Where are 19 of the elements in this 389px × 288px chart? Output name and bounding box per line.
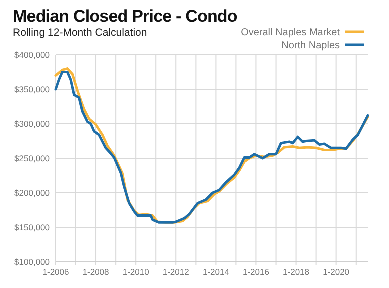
y-tick-label: $250,000 [14,153,50,164]
y-tick-label: $200,000 [14,188,50,198]
x-tick-label: 1-2012 [162,267,190,277]
y-tick-label: $150,000 [14,222,50,232]
x-tick-label: 1-2014 [202,267,230,277]
legend-label: Overall Naples Market [241,28,340,38]
legend-label: North Naples [282,40,340,52]
x-tick-label: 1-2006 [42,267,70,277]
chart-title: Median Closed Price - Condo [13,7,238,26]
chart-subtitle: Rolling 12-Month Calculation [13,27,148,39]
y-tick-label: $400,000 [14,50,50,60]
y-tick-label: $100,000 [14,256,50,267]
x-tick-label: 1-2010 [122,267,150,277]
y-tick-label: $300,000 [14,118,50,129]
y-tick-label: $350,000 [14,84,50,94]
x-tick-label: 1-2016 [242,267,270,277]
x-tick-label: 1-2020 [323,267,350,277]
x-tick-label: 1-2008 [82,267,110,277]
x-tick-label: 1-2018 [283,267,310,277]
